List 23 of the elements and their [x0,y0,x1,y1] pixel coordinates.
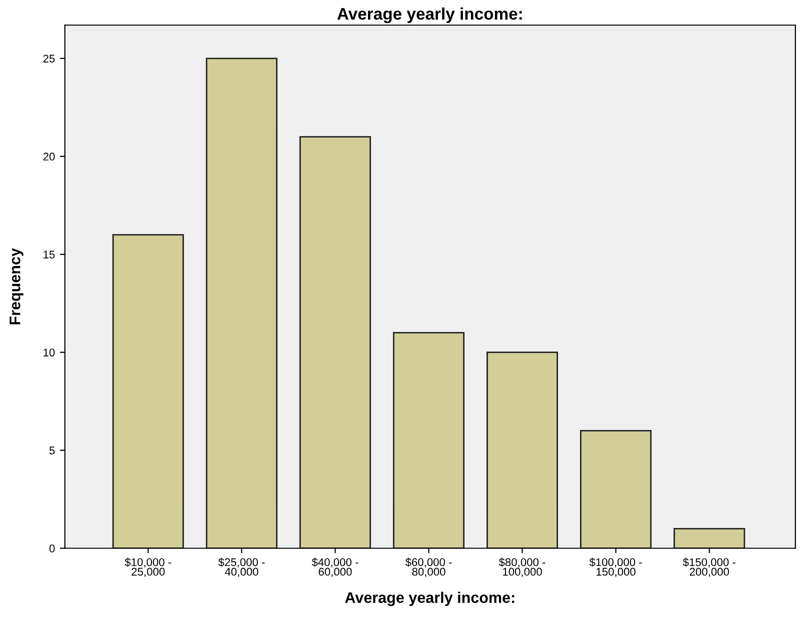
x-tick-label: $10,000 - 25,000 [124,558,172,577]
bar [674,528,746,548]
y-tick-label: 20 [43,152,55,161]
y-tick-label: 10 [44,348,55,356]
y-axis-title: Frequency [10,248,24,324]
bar [486,352,558,548]
bar [392,332,465,548]
bar [580,430,652,548]
x-tick-label: $80,000 - 100,000 [498,558,546,577]
bar [206,58,278,548]
y-tick-label: 5 [49,446,55,454]
x-tick-label: $60,000 - 80,000 [405,558,452,577]
y-tick-label: 25 [43,54,55,63]
chart-title: Average yearly income: [337,7,522,24]
x-tick-label: $150,000 - 200,000 [682,558,736,577]
x-tick-label: $100,000 - 150,000 [589,558,642,577]
bar [299,136,371,548]
bar [112,234,184,548]
y-tick-label: 15 [44,250,55,258]
x-axis-title: Average yearly income: [345,592,514,606]
y-tick-label: 0 [49,544,55,552]
x-tick-label: $40,000 - 60,000 [312,558,358,577]
x-tick-label: $25,000 - 40,000 [218,558,265,577]
